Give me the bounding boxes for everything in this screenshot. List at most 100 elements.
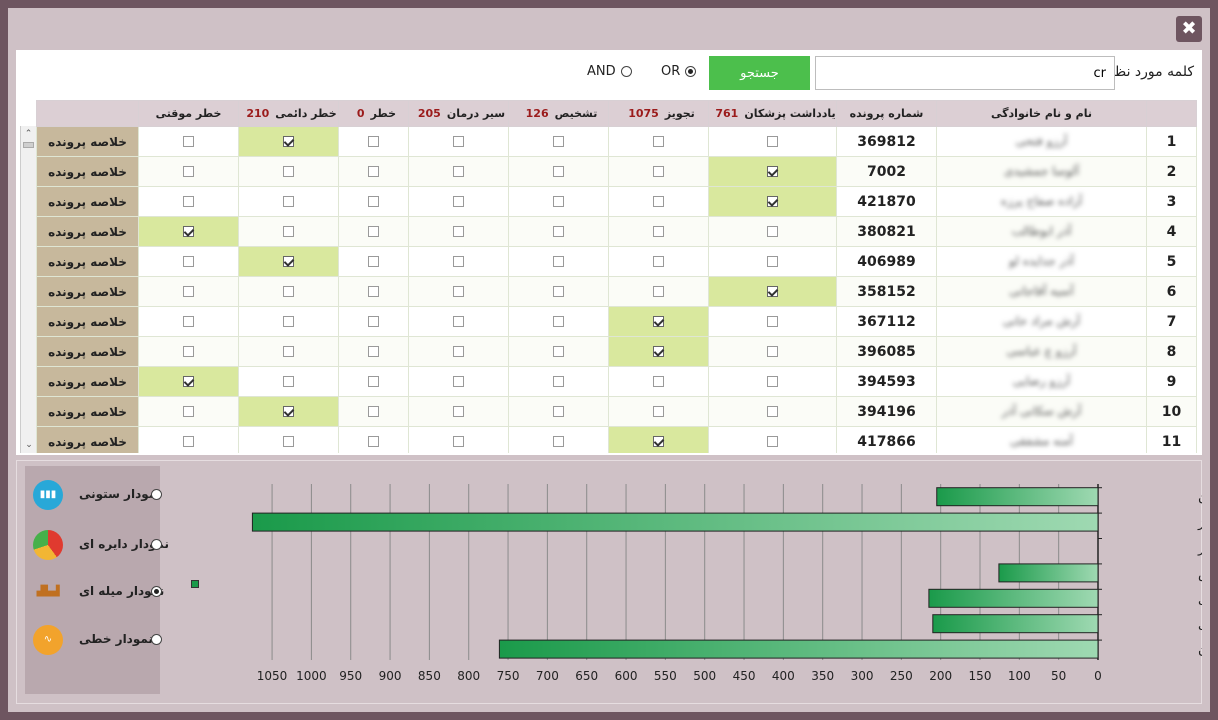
row-checkbox[interactable]: [453, 196, 464, 207]
chart-option[interactable]: ▮▮▮ نمودار ستونی: [33, 478, 163, 514]
row-checkbox[interactable]: [553, 256, 564, 267]
file-summary-button[interactable]: خلاصه پرونده: [48, 314, 127, 329]
column-header[interactable]: تجویز 1075: [608, 100, 709, 127]
row-checkbox[interactable]: [767, 226, 778, 237]
row-checkbox[interactable]: [368, 316, 379, 327]
row-checkbox[interactable]: [553, 196, 564, 207]
row-checkbox[interactable]: [453, 166, 464, 177]
row-checkbox[interactable]: [283, 166, 294, 177]
row-checkbox[interactable]: [453, 436, 464, 447]
scroll-thumb[interactable]: [23, 142, 34, 148]
chart-option-radio[interactable]: [151, 586, 162, 597]
row-checkbox[interactable]: [183, 226, 194, 237]
search-input[interactable]: [815, 56, 1115, 90]
row-checkbox[interactable]: [368, 256, 379, 267]
row-checkbox[interactable]: [283, 436, 294, 447]
row-checkbox[interactable]: [283, 406, 294, 417]
row-checkbox[interactable]: [767, 196, 778, 207]
file-summary-button[interactable]: خلاصه پرونده: [48, 434, 127, 449]
row-checkbox[interactable]: [283, 346, 294, 357]
row-checkbox[interactable]: [283, 286, 294, 297]
row-checkbox[interactable]: [767, 136, 778, 147]
row-checkbox[interactable]: [767, 346, 778, 357]
row-checkbox[interactable]: [183, 436, 194, 447]
row-checkbox[interactable]: [767, 376, 778, 387]
row-checkbox[interactable]: [553, 136, 564, 147]
row-checkbox[interactable]: [653, 376, 664, 387]
row-checkbox[interactable]: [553, 166, 564, 177]
row-checkbox[interactable]: [767, 256, 778, 267]
row-checkbox[interactable]: [553, 376, 564, 387]
row-checkbox[interactable]: [453, 256, 464, 267]
row-checkbox[interactable]: [553, 286, 564, 297]
column-header[interactable]: سیر درمان 205: [408, 100, 509, 127]
row-checkbox[interactable]: [283, 196, 294, 207]
row-checkbox[interactable]: [183, 376, 194, 387]
column-header[interactable]: خطر موقتی: [138, 100, 239, 127]
row-checkbox[interactable]: [767, 406, 778, 417]
and-radio[interactable]: AND: [587, 64, 632, 79]
or-radio[interactable]: OR: [661, 64, 697, 79]
row-checkbox[interactable]: [653, 196, 664, 207]
file-summary-button[interactable]: خلاصه پرونده: [48, 254, 127, 269]
row-checkbox[interactable]: [183, 346, 194, 357]
row-checkbox[interactable]: [653, 436, 664, 447]
row-checkbox[interactable]: [368, 166, 379, 177]
file-summary-button[interactable]: خلاصه پرونده: [48, 344, 127, 359]
row-checkbox[interactable]: [183, 286, 194, 297]
row-checkbox[interactable]: [653, 406, 664, 417]
column-header[interactable]: تشخیص 126: [508, 100, 609, 127]
row-checkbox[interactable]: [653, 136, 664, 147]
file-summary-button[interactable]: خلاصه پرونده: [48, 164, 127, 179]
chart-option-radio[interactable]: [151, 489, 162, 500]
row-checkbox[interactable]: [453, 346, 464, 357]
and-radio-dot[interactable]: [620, 66, 632, 77]
row-checkbox[interactable]: [183, 196, 194, 207]
row-checkbox[interactable]: [283, 226, 294, 237]
row-checkbox[interactable]: [553, 226, 564, 237]
row-checkbox[interactable]: [368, 346, 379, 357]
file-summary-button[interactable]: خلاصه پرونده: [48, 284, 127, 299]
row-checkbox[interactable]: [368, 286, 379, 297]
row-checkbox[interactable]: [453, 376, 464, 387]
row-checkbox[interactable]: [368, 406, 379, 417]
row-checkbox[interactable]: [368, 436, 379, 447]
scroll-up-icon[interactable]: ⌃: [24, 129, 33, 139]
row-checkbox[interactable]: [283, 316, 294, 327]
search-button[interactable]: جستجو: [709, 56, 810, 90]
column-header[interactable]: نام و نام خانوادگی: [936, 100, 1147, 127]
row-checkbox[interactable]: [553, 436, 564, 447]
file-summary-button[interactable]: خلاصه پرونده: [48, 134, 127, 149]
row-checkbox[interactable]: [767, 286, 778, 297]
chart-option-radio[interactable]: [151, 539, 162, 550]
row-checkbox[interactable]: [453, 406, 464, 417]
row-checkbox[interactable]: [653, 346, 664, 357]
row-checkbox[interactable]: [368, 226, 379, 237]
row-checkbox[interactable]: [653, 256, 664, 267]
row-checkbox[interactable]: [183, 406, 194, 417]
row-checkbox[interactable]: [767, 166, 778, 177]
scroll-down-icon[interactable]: ⌄: [25, 440, 33, 450]
row-checkbox[interactable]: [453, 316, 464, 327]
row-checkbox[interactable]: [283, 256, 294, 267]
column-header[interactable]: شماره پرونده: [836, 100, 937, 127]
close-button[interactable]: ✖: [1176, 16, 1202, 42]
chart-option[interactable]: ∿ نمودار خطی: [33, 623, 163, 659]
or-radio-dot[interactable]: [685, 66, 697, 77]
row-checkbox[interactable]: [653, 286, 664, 297]
row-checkbox[interactable]: [653, 316, 664, 327]
row-checkbox[interactable]: [767, 316, 778, 327]
row-checkbox[interactable]: [453, 226, 464, 237]
row-checkbox[interactable]: [283, 376, 294, 387]
file-summary-button[interactable]: خلاصه پرونده: [48, 224, 127, 239]
row-checkbox[interactable]: [183, 256, 194, 267]
row-checkbox[interactable]: [368, 136, 379, 147]
file-summary-button[interactable]: خلاصه پرونده: [48, 404, 127, 419]
row-checkbox[interactable]: [453, 286, 464, 297]
row-checkbox[interactable]: [553, 346, 564, 357]
row-checkbox[interactable]: [653, 226, 664, 237]
row-checkbox[interactable]: [767, 436, 778, 447]
row-checkbox[interactable]: [183, 136, 194, 147]
row-checkbox[interactable]: [183, 316, 194, 327]
row-checkbox[interactable]: [553, 316, 564, 327]
